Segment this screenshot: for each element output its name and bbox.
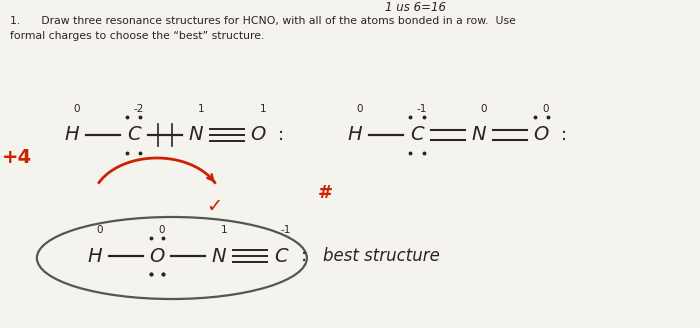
Text: O: O [251,126,266,145]
Text: O: O [149,247,164,265]
Text: N: N [211,247,226,265]
Text: 1: 1 [260,104,266,114]
Text: :: : [561,126,567,144]
Text: -2: -2 [134,104,144,114]
Text: 0: 0 [357,104,363,114]
Text: 0: 0 [481,104,487,114]
Text: C: C [127,126,141,145]
Text: best structure: best structure [323,247,440,265]
Text: N: N [472,126,486,145]
Text: #: # [318,184,333,202]
Text: ✓: ✓ [206,196,222,215]
Text: -1: -1 [416,104,427,114]
Text: 0: 0 [97,225,104,235]
Text: H: H [348,126,363,145]
Text: H: H [64,126,79,145]
Text: 1: 1 [197,104,204,114]
Text: 1.      Draw three resonance structures for HCNO, with all of the atoms bonded i: 1. Draw three resonance structures for H… [10,16,516,26]
Text: O: O [533,126,549,145]
Text: 1: 1 [220,225,228,235]
Text: C: C [410,126,424,145]
Text: N: N [189,126,203,145]
Text: 1 us 6=16: 1 us 6=16 [385,1,446,14]
Text: C: C [274,247,288,265]
Text: +4: +4 [2,148,32,167]
Text: :: : [301,247,307,265]
Text: 0: 0 [159,225,165,235]
Text: -1: -1 [281,225,291,235]
Text: 0: 0 [542,104,550,114]
Text: 0: 0 [74,104,80,114]
Text: formal charges to choose the “best” structure.: formal charges to choose the “best” stru… [10,31,265,41]
Text: H: H [88,247,102,265]
Text: :: : [278,126,284,144]
